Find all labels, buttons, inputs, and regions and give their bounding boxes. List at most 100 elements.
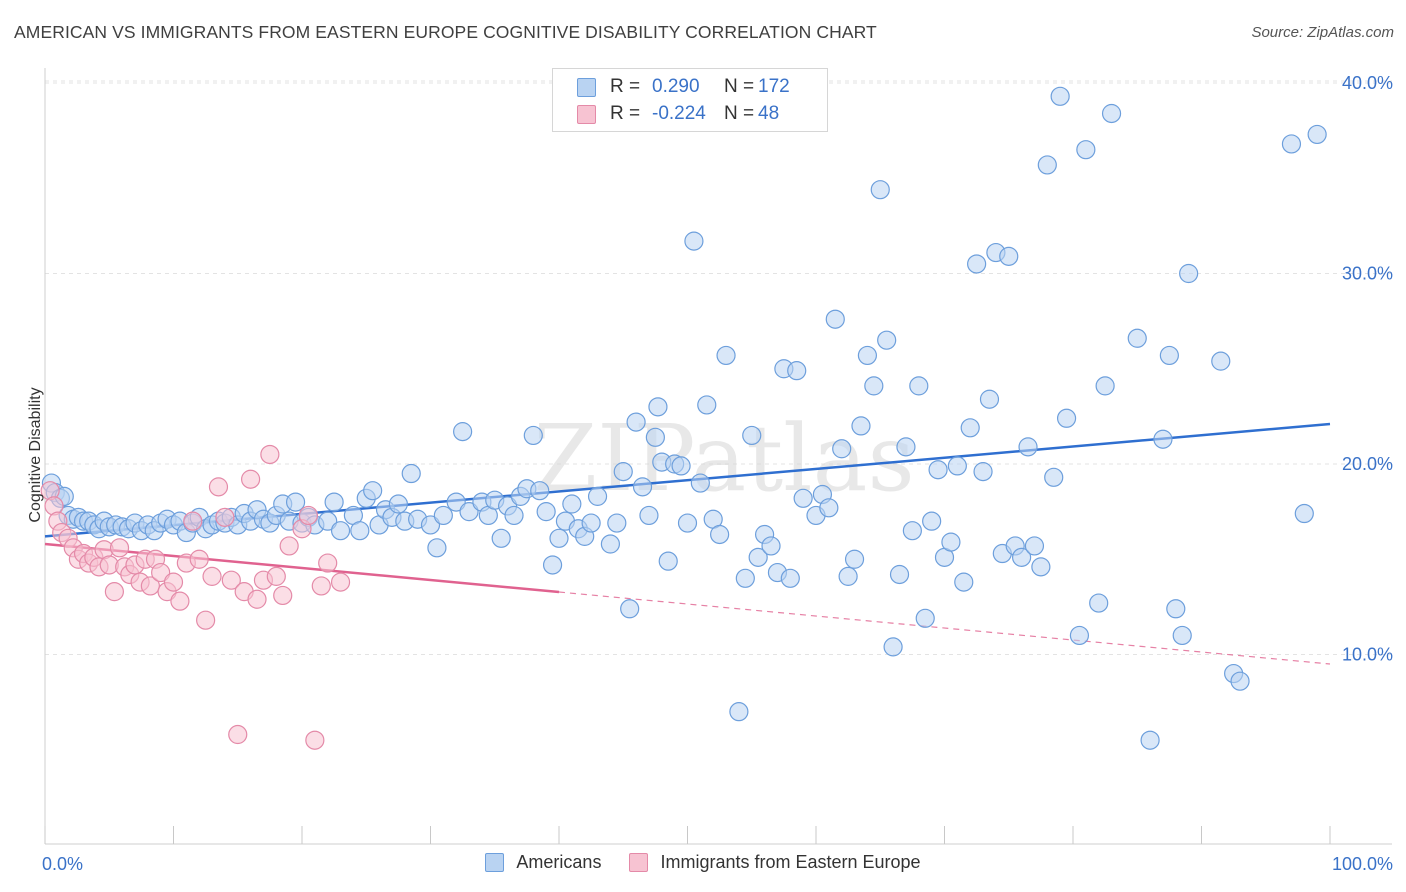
americans-point: [350, 521, 370, 541]
gridlines: [45, 80, 1392, 655]
eastern-europe-point: [305, 730, 325, 750]
americans-point: [420, 515, 441, 535]
americans-point: [491, 528, 511, 548]
americans-point: [330, 521, 351, 541]
americans-point: [530, 481, 550, 501]
americans-point: [1166, 599, 1186, 619]
americans-point: [1031, 557, 1051, 577]
americans-point: [716, 345, 736, 366]
eastern-europe-swatch: [629, 853, 649, 872]
americans-point: [915, 608, 935, 628]
americans-point: [620, 599, 640, 619]
americans-point: [453, 422, 473, 442]
americans-point: [793, 488, 813, 508]
americans-point: [1230, 671, 1250, 691]
americans-point: [427, 538, 447, 558]
eastern-europe-point: [221, 570, 241, 590]
americans-point: [902, 521, 922, 541]
americans-point: [1024, 536, 1045, 556]
y-tick-labels: 10.0% 20.0% 30.0% 40.0%: [1342, 73, 1393, 665]
y-tick-label: 30.0%: [1342, 264, 1393, 284]
americans-point: [318, 511, 338, 531]
americans-point: [825, 309, 845, 329]
axes: [44, 68, 1392, 845]
americans-point: [1127, 328, 1147, 348]
americans-point: [1069, 625, 1090, 646]
americans-point: [1307, 124, 1327, 145]
source-credit: Source: ZipAtlas.com: [1251, 24, 1394, 41]
americans-point: [761, 536, 781, 556]
eastern-europe-point: [104, 582, 124, 602]
americans-point: [851, 416, 871, 436]
x-tick-labels: 0.0% 100.0%: [42, 854, 1393, 874]
americans-point: [1211, 351, 1231, 371]
americans-point: [562, 494, 582, 514]
eastern-europe-point: [330, 572, 351, 592]
y-axis-label: Cognitive Disability: [27, 387, 44, 523]
eastern-europe-point: [273, 585, 293, 606]
americans-point: [729, 702, 749, 722]
americans-point: [883, 637, 903, 657]
americans-point: [999, 246, 1019, 266]
americans-point: [928, 460, 948, 480]
y-tick-label: 40.0%: [1342, 73, 1393, 93]
y-tick-label: 20.0%: [1342, 454, 1393, 474]
americans-point: [1281, 134, 1302, 154]
trend-line: [44, 542, 560, 594]
americans-point: [690, 473, 710, 493]
americans-point: [607, 513, 627, 533]
eastern-europe-point: [170, 591, 190, 611]
americans-point: [780, 568, 800, 588]
americans-point: [954, 572, 974, 592]
legend-item-americans: Americans: [485, 852, 601, 873]
americans-point: [922, 511, 942, 531]
legend-item-eastern-europe: Immigrants from Eastern Europe: [629, 852, 921, 873]
eastern-europe-point: [298, 505, 319, 526]
americans-point: [433, 505, 453, 526]
americans-point: [324, 492, 344, 512]
americans-point: [626, 412, 646, 432]
americans-point: [1044, 467, 1064, 487]
americans-point: [947, 456, 967, 476]
eastern-europe-point: [151, 562, 171, 583]
americans-point: [1159, 345, 1179, 366]
americans-point: [735, 568, 755, 588]
chart-title: AMERICAN VS IMMIGRANTS FROM EASTERN EURO…: [14, 22, 877, 42]
americans-point: [677, 513, 698, 533]
americans-point: [549, 528, 569, 548]
legend-label: Americans: [516, 852, 602, 872]
americans-point: [581, 513, 601, 533]
americans-point: [401, 463, 421, 484]
legend-label: Immigrants from Eastern Europe: [660, 852, 921, 872]
americans-point: [941, 532, 961, 552]
eastern-europe-point: [266, 566, 286, 586]
americans-point: [1172, 625, 1192, 646]
americans-point: [363, 481, 383, 501]
n-value: 172: [758, 76, 790, 97]
americans-point: [446, 492, 466, 512]
eastern-europe-point: [260, 444, 280, 465]
americans-point: [857, 345, 878, 366]
americans-point: [979, 389, 1000, 409]
legend-row-americans: R = 0.290 N = 172: [577, 75, 790, 99]
americans-point: [671, 456, 691, 476]
y-tick-label: 10.0%: [1342, 645, 1393, 665]
americans-point: [896, 437, 916, 457]
n-label: N =: [724, 103, 755, 124]
correlation-legend: R = 0.290 N = 172 R = -0.224 N = 48: [552, 68, 828, 132]
legend-row-eastern-europe: R = -0.224 N = 48: [577, 102, 779, 126]
americans-point: [819, 498, 839, 518]
americans-point: [632, 477, 653, 497]
americans-point: [613, 462, 633, 482]
americans-point: [645, 427, 665, 447]
americans-point: [1037, 155, 1057, 175]
n-value: 48: [758, 103, 780, 124]
americans-point: [1095, 376, 1115, 396]
americans-point: [870, 180, 890, 200]
x-tick-label: 0.0%: [42, 854, 83, 874]
americans-point: [504, 505, 524, 526]
americans-swatch: [485, 853, 505, 872]
americans-point: [1179, 263, 1199, 284]
americans-point: [838, 566, 858, 586]
